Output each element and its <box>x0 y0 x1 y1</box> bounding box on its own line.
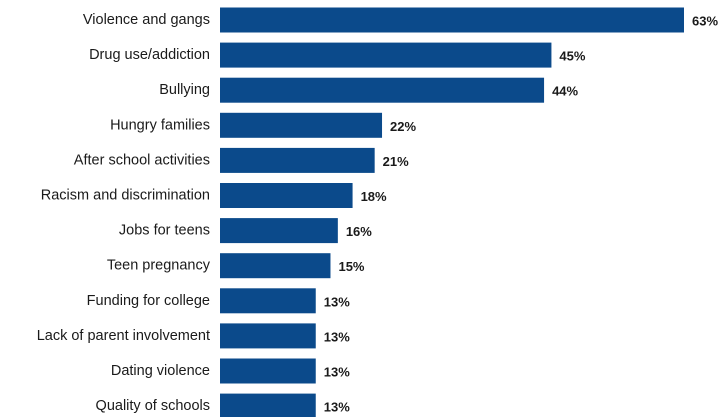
data-label: 16% <box>346 224 372 239</box>
data-label: 13% <box>324 329 350 344</box>
category-label: Racism and discrimination <box>41 188 210 204</box>
category-label: Lack of parent involvement <box>37 328 210 344</box>
data-label: 13% <box>324 365 350 380</box>
bar <box>220 42 552 68</box>
bar-row: Violence and gangs 63% <box>83 7 718 33</box>
data-label: 45% <box>559 49 585 64</box>
bar <box>220 323 316 349</box>
bar <box>220 112 383 138</box>
data-label: 13% <box>324 294 350 309</box>
bar-row: Lack of parent involvement 13% <box>37 323 350 349</box>
data-label: 18% <box>361 189 387 204</box>
bar <box>220 393 316 417</box>
data-label: 44% <box>552 84 578 99</box>
category-label: Quality of schools <box>96 398 210 414</box>
bar-row: After school activities 21% <box>74 147 409 173</box>
data-label: 13% <box>324 400 350 415</box>
category-label: Drug use/addiction <box>89 47 210 63</box>
bar <box>220 7 684 33</box>
bar-row: Hungry families 22% <box>110 112 416 138</box>
category-label: Hungry families <box>110 117 210 133</box>
bar <box>220 183 353 208</box>
bar <box>220 77 545 103</box>
category-label: Violence and gangs <box>83 12 210 28</box>
category-label: Bullying <box>159 82 210 98</box>
bar-row: Quality of schools 13% <box>96 393 350 417</box>
bar <box>220 358 316 384</box>
bar-row: Jobs for teens 16% <box>119 218 372 244</box>
category-label: After school activities <box>74 152 210 168</box>
data-label: 15% <box>338 259 364 274</box>
bar-row: Teen pregnancy 15% <box>107 253 365 279</box>
bar-row: Racism and discrimination 18% <box>41 183 387 208</box>
bar <box>220 218 338 244</box>
category-label: Teen pregnancy <box>107 258 211 274</box>
bar <box>220 147 375 173</box>
category-label: Dating violence <box>111 363 210 379</box>
data-label: 22% <box>390 119 416 134</box>
data-label: 21% <box>383 154 409 169</box>
category-label: Funding for college <box>87 293 210 309</box>
data-label: 63% <box>692 14 718 29</box>
bar <box>220 288 316 314</box>
bar-row: Funding for college 13% <box>87 288 350 314</box>
category-label: Jobs for teens <box>119 223 210 239</box>
bar <box>220 253 331 279</box>
bar-row: Drug use/addiction 45% <box>89 42 586 68</box>
bar-row: Dating violence 13% <box>111 358 350 384</box>
bar-row: Bullying 44% <box>159 77 579 103</box>
